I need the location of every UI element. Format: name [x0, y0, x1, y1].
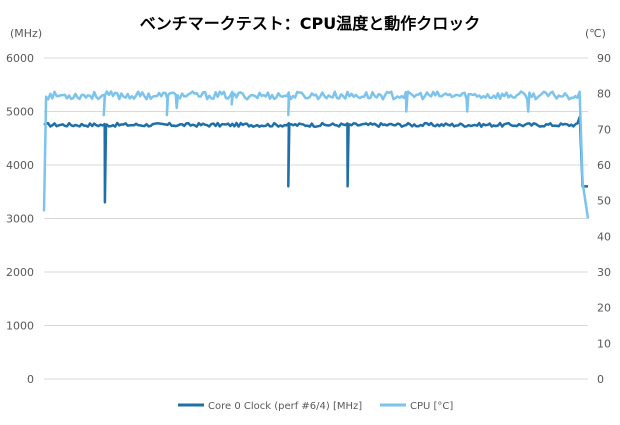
left-tick-label: 0 [27, 373, 34, 386]
right-tick-label: 0 [597, 373, 604, 386]
left-tick-label: 5000 [6, 106, 34, 119]
chart-title: ベンチマークテスト：CPU温度と動作クロック [140, 14, 480, 33]
right-tick-label: 90 [597, 52, 611, 65]
right-tick-label: 60 [597, 159, 611, 172]
left-axis-ticks: 0 1000 2000 3000 4000 5000 6000 [6, 52, 34, 386]
left-tick-label: 4000 [6, 159, 34, 172]
right-axis-ticks: 0 10 20 30 40 50 60 70 80 90 [597, 52, 611, 386]
left-tick-label: 6000 [6, 52, 34, 65]
legend-label: Core 0 Clock (perf #6/4) [MHz] [208, 401, 362, 412]
left-tick-label: 3000 [6, 213, 34, 226]
right-tick-label: 70 [597, 123, 611, 136]
gridlines [44, 57, 588, 380]
legend-label: CPU [°C] [410, 401, 453, 412]
left-tick-label: 2000 [6, 266, 34, 279]
left-tick-label: 1000 [6, 320, 34, 333]
right-tick-label: 20 [597, 302, 611, 315]
right-axis-unit: (℃) [585, 27, 606, 40]
right-tick-label: 40 [597, 230, 611, 243]
right-tick-label: 80 [597, 88, 611, 101]
series-layer [42, 90, 590, 219]
legend: Core 0 Clock (perf #6/4) [MHz] CPU [°C] [178, 401, 453, 412]
right-tick-label: 10 [597, 337, 611, 350]
series-line-cpu-temp [42, 90, 590, 219]
right-tick-label: 50 [597, 195, 611, 208]
left-axis-unit: (MHz) [10, 27, 42, 40]
right-tick-label: 30 [597, 266, 611, 279]
series-line-core-clock [43, 115, 588, 204]
